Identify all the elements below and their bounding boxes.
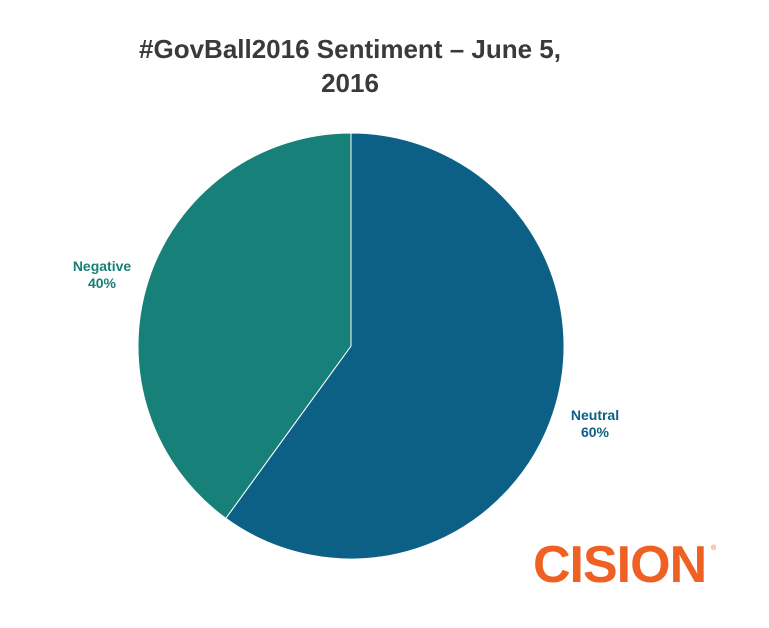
pie-slice-neutral [225,132,565,560]
cision-logo-registered-mark: ® [711,545,717,552]
slice-label-negative: Negative 40% [62,258,142,292]
chart-title-line-2: 2016 [321,68,379,98]
slice-value-neutral: 60% [580,424,610,440]
cision-logo: CISION [533,536,707,594]
chart-title-line-1: #GovBall2016 Sentiment – June 5, [139,34,561,64]
pie-slice-negative [137,132,352,520]
chart-title: #GovBall2016 Sentiment – June 5, 2016 [60,32,640,100]
slice-name-negative: Negative [72,258,132,274]
slice-name-neutral: Neutral [570,407,620,423]
slice-value-negative: 40% [87,275,117,291]
slice-label-neutral: Neutral 60% [560,407,630,441]
